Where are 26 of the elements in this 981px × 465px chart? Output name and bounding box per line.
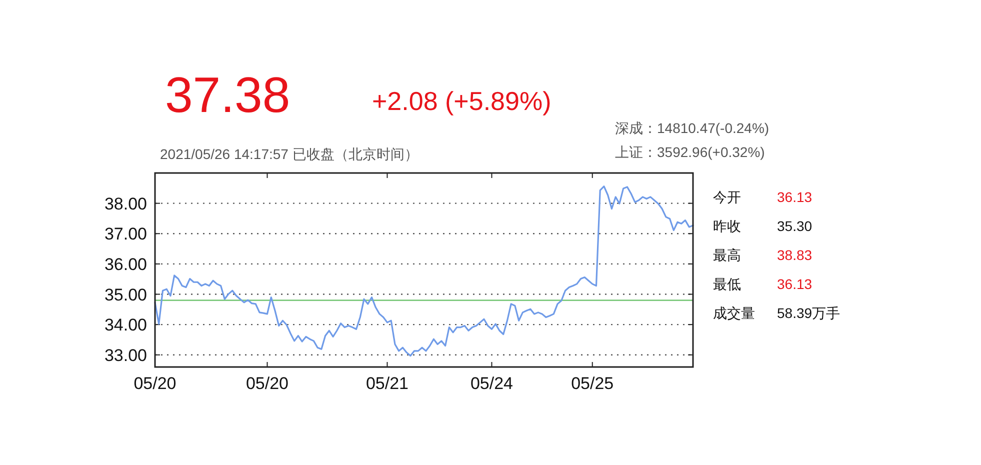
y-tick-label: 35.00 (104, 285, 147, 304)
x-tick-label: 05/20 (246, 374, 289, 393)
y-tick-label: 38.00 (104, 194, 147, 214)
y-tick-label: 37.00 (104, 224, 147, 244)
x-tick-label: 05/21 (366, 374, 409, 393)
text: 58.39万手 (777, 305, 840, 321)
text: 最高 (713, 247, 741, 263)
y-tick-label: 33.00 (104, 346, 147, 365)
text: 38.83 (777, 247, 812, 263)
text: 昨收 (713, 218, 741, 234)
text: 上证：3592.96(+0.32%) (615, 144, 765, 160)
y-tick-label: 34.00 (104, 316, 147, 335)
x-tick-label: 05/24 (470, 374, 514, 393)
text: 成交量 (713, 305, 755, 321)
text: 2021/05/26 14:17:57 已收盘（北京时间） (160, 146, 418, 162)
y-tick-label: 36.00 (104, 254, 147, 274)
chart-title: 37.38 (165, 67, 290, 123)
x-tick-label: 05/20 (134, 374, 176, 393)
chart-subtitle: +2.08 (+5.89%) (372, 86, 552, 116)
text: 36.13 (777, 189, 812, 205)
text: 35.30 (777, 218, 812, 234)
text: 最低 (713, 276, 741, 292)
x-tick-label: 05/25 (571, 374, 614, 393)
text: 深成：14810.47(-0.24%) (615, 120, 770, 136)
text: 今开 (713, 189, 741, 205)
text: 36.13 (777, 276, 812, 292)
